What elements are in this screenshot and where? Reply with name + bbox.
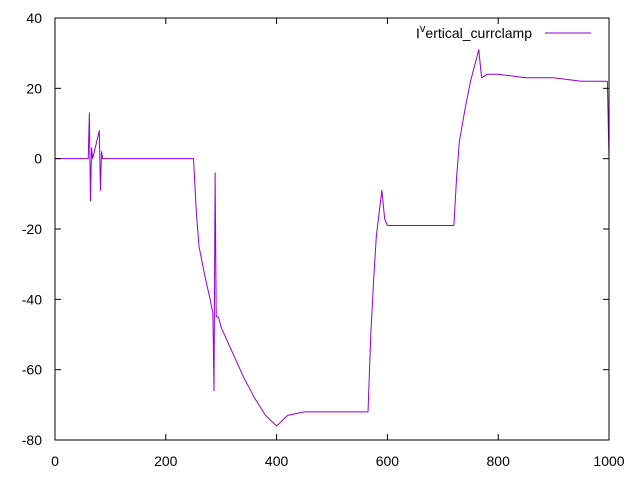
x-tick-label: 200 <box>154 453 178 469</box>
x-tick-label: 0 <box>51 453 59 469</box>
y-axis: -80 -60 -40 -20 0 20 40 <box>22 10 609 448</box>
y-tick-label: 20 <box>26 80 42 96</box>
x-tick-label: 1000 <box>593 453 624 469</box>
x-tick-label: 400 <box>265 453 289 469</box>
legend-label-superscript: v <box>420 23 426 35</box>
series-line <box>55 49 610 427</box>
y-tick-label: -80 <box>22 432 42 448</box>
legend-label-main: I <box>416 25 420 41</box>
legend-label-rest: ertical_currclamp <box>425 25 532 41</box>
y-tick-label: -20 <box>22 221 42 237</box>
y-tick-label: 0 <box>34 151 42 167</box>
y-tick-label: -60 <box>22 362 42 378</box>
series-layer <box>55 49 610 427</box>
legend: Ivertical_currclamp <box>416 23 591 41</box>
plot-background <box>55 18 609 440</box>
x-axis: 0 200 400 600 800 1000 <box>51 18 625 469</box>
y-tick-label: -40 <box>22 291 42 307</box>
x-tick-label: 800 <box>487 453 511 469</box>
y-tick-label: 40 <box>26 10 42 26</box>
x-tick-label: 600 <box>376 453 400 469</box>
legend-label: Ivertical_currclamp <box>416 23 532 41</box>
